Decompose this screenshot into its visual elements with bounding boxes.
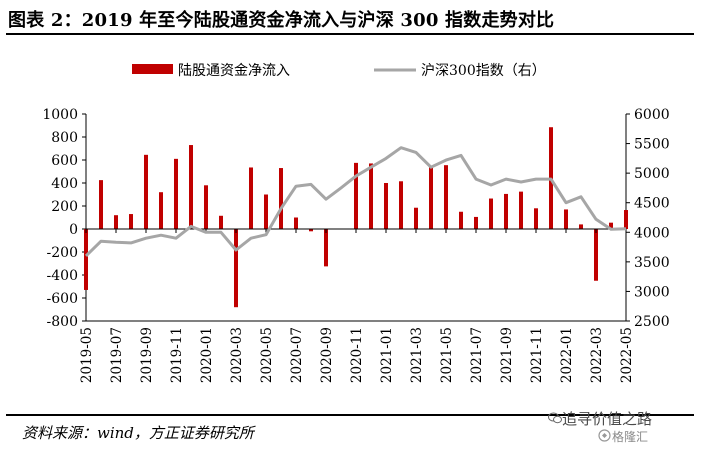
x-tick-label: 2019-05 — [79, 327, 95, 383]
x-tick-label: 2021-07 — [469, 327, 485, 383]
bar-2021-06 — [459, 211, 463, 229]
left-tick-label: 600 — [51, 153, 78, 169]
left-y-axis: 1000 800 600 400 200 0 -200 -400 -600 -800 — [42, 107, 87, 330]
source-divider — [6, 414, 694, 416]
right-tick-label: 4000 — [634, 225, 670, 241]
bar-2021-05 — [444, 165, 448, 229]
bar-2020-09 — [324, 229, 328, 267]
left-tick-label: -200 — [47, 245, 78, 261]
bar-2019-07 — [114, 215, 118, 229]
watermark-subtext: 格隆汇 — [612, 430, 649, 444]
left-tick-label: 800 — [51, 130, 78, 146]
bar-2020-08 — [309, 229, 313, 232]
chart-title: 图表 2：2019 年至今陆股通资金净流入与沪深 300 指数走势对比 — [8, 10, 555, 31]
bar-2019-10 — [159, 192, 163, 229]
right-tick-label: 3500 — [634, 255, 670, 271]
bar-2021-01 — [384, 183, 388, 229]
bar-2020-11 — [354, 162, 358, 229]
left-tick-label: 400 — [51, 176, 78, 192]
x-tick-label: 2019-07 — [109, 327, 125, 383]
right-y-axis: 6000 5500 5000 4500 4000 3500 3000 2500 — [625, 107, 670, 330]
bar-2020-06 — [279, 168, 283, 229]
gelonghui-logo-icon — [598, 429, 611, 442]
right-tick-label: 4500 — [634, 196, 670, 212]
bar-2021-03 — [414, 207, 418, 229]
x-tick-label: 2020-11 — [349, 327, 365, 383]
bar-2020-01 — [204, 185, 208, 229]
bar-2019-08 — [129, 214, 133, 229]
chart: 陆股通资金净流入 沪深300指数（右） 1000 800 600 400 200 0 -20… — [42, 63, 670, 383]
bar-2019-09 — [144, 154, 148, 229]
left-tick-label: 0 — [69, 222, 78, 238]
legend-bar-swatch — [132, 64, 173, 74]
zero-baseline — [85, 228, 627, 233]
bar-2019-06 — [99, 180, 103, 229]
x-tick-label: 2020-09 — [319, 327, 335, 383]
legend: 陆股通资金净流入 沪深300指数（右） — [132, 63, 546, 79]
x-tick-label: 2020-01 — [199, 327, 215, 383]
bar-2020-04 — [249, 167, 253, 229]
bar-2021-04 — [429, 166, 433, 229]
wechat-icon — [548, 412, 562, 424]
x-tick-label: 2020-07 — [289, 327, 305, 383]
bar-series — [84, 127, 628, 308]
x-tick-label: 2019-11 — [169, 327, 185, 383]
x-tick-label: 2020-03 — [229, 327, 245, 383]
right-tick-label: 5500 — [634, 137, 670, 153]
bar-2020-05 — [264, 194, 268, 229]
left-tick-label: 200 — [51, 199, 78, 215]
bar-2021-02 — [399, 181, 403, 229]
index-line — [84, 146, 627, 257]
right-tick-label: 6000 — [634, 107, 670, 123]
bar-2021-09 — [504, 193, 508, 229]
bar-2022-04 — [609, 222, 613, 229]
bar-2019-12 — [189, 145, 193, 229]
legend-bar-label: 陆股通资金净流入 — [178, 63, 290, 79]
left-tick-label: -600 — [47, 291, 78, 307]
bar-2021-08 — [489, 198, 493, 229]
bar-2022-01 — [564, 209, 568, 229]
bar-2021-11 — [534, 208, 538, 229]
x-axis: 2019-05 2019-07 2019-09 2019-11 2020-01 2020-… — [79, 320, 635, 383]
bar-2020-12 — [369, 163, 373, 229]
left-tick-label: 1000 — [42, 107, 78, 123]
x-tick-label: 2022-05 — [619, 327, 635, 383]
title-divider — [6, 33, 694, 35]
bar-2020-07 — [294, 217, 298, 229]
bar-2022-03 — [594, 229, 598, 281]
x-tick-label: 2021-09 — [499, 327, 515, 383]
bar-2021-10 — [519, 191, 523, 229]
bar-2020-02 — [219, 215, 223, 229]
x-tick-label: 2021-01 — [379, 327, 395, 383]
x-tick-label: 2021-03 — [409, 327, 425, 383]
bar-2019-11 — [174, 158, 178, 229]
bar-2021-07 — [474, 216, 478, 229]
legend-line-label: 沪深300指数（右） — [421, 63, 546, 79]
bar-2019-05 — [84, 229, 88, 290]
source-note: 资料来源：wind，方正证券研究所 — [22, 424, 254, 442]
x-tick-label: 2021-11 — [529, 327, 545, 383]
right-tick-label: 5000 — [634, 166, 670, 182]
line-series — [84, 146, 627, 257]
right-tick-label: 3000 — [634, 284, 670, 300]
x-tick-label: 2020-05 — [259, 327, 275, 383]
x-tick-label: 2021-05 — [439, 327, 455, 383]
watermark-text: 追寻价值之路 — [562, 410, 653, 428]
x-tick-label: 2022-03 — [589, 327, 605, 383]
left-tick-label: -400 — [47, 268, 78, 284]
right-tick-label: 2500 — [634, 314, 670, 330]
x-tick-label: 2019-09 — [139, 327, 155, 383]
bar-2020-03 — [234, 229, 238, 308]
bar-2022-02 — [579, 224, 583, 229]
x-tick-label: 2022-01 — [559, 327, 575, 383]
bar-2022-05 — [624, 210, 628, 229]
left-tick-label: -800 — [47, 314, 78, 330]
